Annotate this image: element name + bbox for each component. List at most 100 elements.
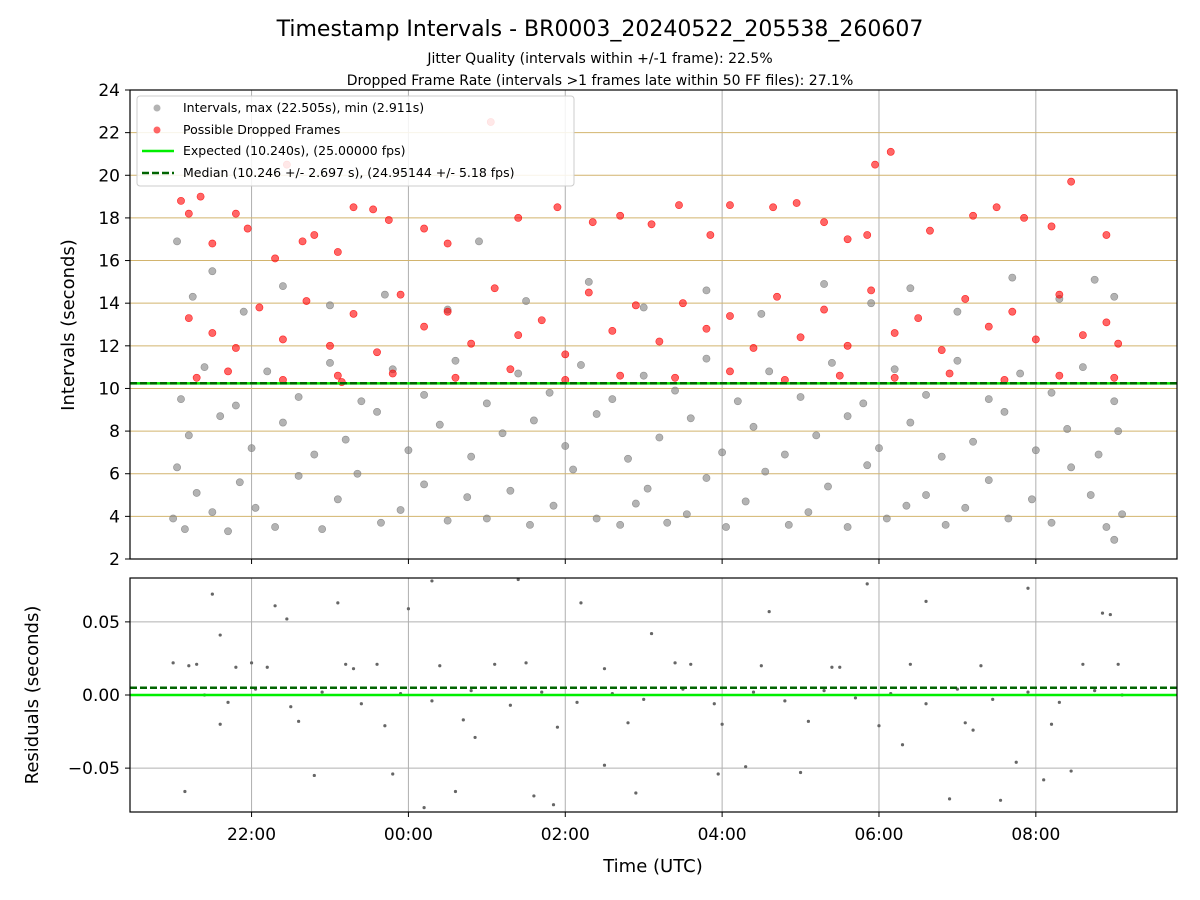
dropped-frame-point-83 [333, 371, 342, 380]
interval-point-98 [639, 371, 648, 380]
residual-point-22 [551, 803, 556, 807]
dropped-frame-point-52 [490, 284, 499, 293]
interval-point-41 [941, 520, 950, 529]
interval-point-5 [224, 527, 232, 536]
residual-point-92 [720, 722, 724, 726]
interval-point-131 [953, 307, 962, 316]
dropped-frame-point-2 [196, 192, 205, 201]
dropped-frame-point-48 [396, 290, 405, 299]
residual-point-96 [1049, 722, 1054, 726]
interval-point-88 [326, 358, 334, 367]
chart-subtitle-jitter: Jitter Quality (intervals within +/-1 fr… [426, 51, 772, 67]
dropped-frame-point-56 [584, 288, 593, 297]
dropped-frame-point-3 [208, 239, 217, 248]
dropped-frame-point-24 [726, 201, 734, 210]
interval-point-93 [482, 399, 491, 408]
interval-point-125 [639, 303, 648, 312]
interval-point-26 [643, 484, 652, 493]
interval-point-97 [608, 395, 617, 404]
interval-point-76 [937, 452, 946, 461]
residual-point-83 [908, 662, 912, 666]
dropped-frame-point-20 [616, 211, 625, 220]
residual-point-93 [806, 719, 810, 723]
interval-point-67 [655, 433, 664, 442]
residual-point-76 [344, 662, 348, 666]
dropped-frame-point-45 [326, 341, 334, 350]
residual-point-49 [289, 705, 293, 709]
dropped-frame-point-63 [749, 344, 758, 352]
interval-point-31 [741, 497, 750, 506]
interval-point-52 [184, 431, 193, 440]
residual-point-94 [877, 724, 881, 728]
residual-point-33 [865, 582, 869, 586]
residual-point-45 [1116, 662, 1120, 666]
interval-point-59 [404, 446, 413, 455]
residual-point-35 [924, 599, 928, 604]
residual-point-59 [642, 697, 646, 701]
residual-point-87 [297, 719, 301, 723]
interval-point-34 [804, 508, 813, 516]
interval-point-127 [757, 309, 766, 318]
residual-point-78 [524, 661, 528, 665]
residuals-x-tick-label-0: 22:00 [227, 825, 276, 845]
interval-point-120 [380, 290, 389, 299]
interval-point-115 [188, 292, 197, 301]
residual-point-90 [555, 725, 560, 729]
interval-point-14 [396, 506, 405, 514]
dropped-frame-point-49 [420, 322, 429, 331]
residual-point-72 [1093, 689, 1097, 693]
interval-point-4 [208, 508, 217, 516]
interval-point-73 [843, 412, 852, 421]
interval-point-57 [341, 435, 350, 444]
residual-point-82 [830, 665, 834, 669]
interval-point-113 [1110, 397, 1119, 406]
interval-point-118 [279, 282, 287, 291]
dropped-frame-point-89 [616, 371, 625, 380]
residual-point-55 [508, 703, 512, 707]
residual-point-42 [1069, 769, 1073, 773]
chart-subtitle-dropped: Dropped Frame Rate (intervals >1 frames … [347, 73, 854, 89]
dropped-frame-point-30 [871, 160, 879, 169]
intervals-y-tick-label-5: 12 [98, 337, 120, 357]
dropped-frame-point-51 [467, 339, 476, 348]
interval-point-53 [216, 412, 225, 421]
interval-point-54 [247, 444, 256, 453]
interval-point-69 [718, 448, 727, 457]
dropped-frame-point-53 [514, 331, 523, 340]
interval-point-32 [761, 467, 770, 476]
interval-point-2 [180, 525, 189, 534]
residual-point-20 [516, 577, 520, 582]
dropped-frame-point-97 [1055, 371, 1064, 380]
dropped-frame-point-25 [769, 203, 778, 212]
interval-point-23 [592, 514, 601, 523]
residual-point-27 [673, 661, 677, 665]
dropped-frame-point-95 [945, 369, 954, 378]
dropped-frame-point-50 [443, 307, 452, 316]
dropped-frame-point-12 [369, 205, 378, 214]
dropped-frame-point-70 [914, 314, 923, 323]
dropped-frame-point-66 [820, 305, 828, 314]
interval-point-40 [922, 491, 930, 499]
dropped-frame-point-85 [388, 369, 397, 378]
interval-point-21 [549, 501, 558, 510]
residual-point-37 [971, 728, 975, 732]
residual-point-75 [265, 665, 269, 669]
dropped-frame-point-33 [969, 211, 977, 220]
interval-point-95 [545, 388, 554, 397]
interval-point-109 [984, 395, 993, 404]
interval-point-3 [192, 489, 201, 497]
interval-point-70 [749, 422, 758, 431]
residual-point-36 [947, 797, 952, 801]
intervals-y-tick-label-2: 6 [109, 465, 120, 485]
y-axis-label-residuals: Residuals (seconds) [22, 606, 43, 785]
interval-point-119 [326, 301, 334, 310]
dropped-frame-point-78 [1102, 318, 1111, 327]
dropped-frame-point-65 [796, 333, 805, 342]
interval-point-50 [1110, 535, 1119, 544]
dropped-frame-point-79 [1114, 339, 1123, 348]
residual-point-40 [1026, 586, 1030, 590]
residual-point-16 [430, 579, 434, 583]
residual-point-62 [751, 690, 756, 694]
interval-point-78 [1000, 408, 1009, 416]
dropped-frame-point-58 [631, 301, 640, 310]
